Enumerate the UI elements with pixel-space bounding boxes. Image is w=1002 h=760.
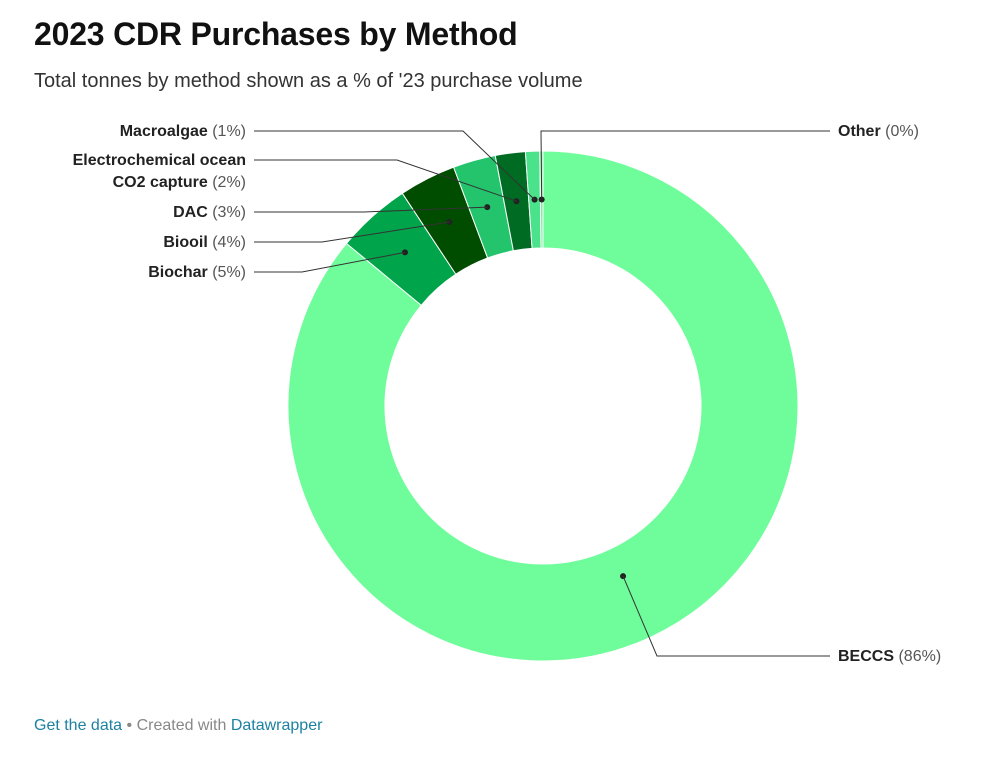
slice-label-macroalgae: Macroalgae (1%) bbox=[120, 123, 246, 140]
footer: Get the data • Created with Datawrapper bbox=[34, 717, 322, 735]
slice-labels: BECCS (86%) Biochar (5%) Biooil (4%) DAC (3… bbox=[73, 123, 942, 665]
slice-beccs bbox=[287, 150, 799, 662]
chart-subtitle: Total tonnes by method shown as a % of '… bbox=[34, 70, 583, 92]
donut-chart: BECCS (86%) Biochar (5%) Biooil (4%) DAC (3… bbox=[73, 123, 942, 665]
datawrapper-link[interactable]: Datawrapper bbox=[230, 717, 323, 734]
leader-line-electrochemical-ocean-co2-capture bbox=[254, 159, 517, 202]
chart-title: 2023 CDR Purchases by Method bbox=[34, 16, 518, 52]
label-leader-lines bbox=[254, 130, 830, 657]
slice-label-beccs: BECCS (86%) bbox=[838, 648, 941, 665]
leader-line-dac bbox=[254, 206, 488, 213]
leader-line-other bbox=[540, 130, 830, 200]
footer-separator: • bbox=[122, 717, 137, 734]
leader-line-beccs bbox=[622, 575, 830, 657]
donut-slices bbox=[287, 150, 799, 662]
leader-line-biochar bbox=[254, 251, 406, 273]
slice-label-dac: DAC (3%) bbox=[173, 204, 246, 221]
slice-label-other: Other (0%) bbox=[838, 123, 919, 140]
slice-label-electrochemical-ocean-co2-capture: Electrochemical ocean CO2 capture (2%) bbox=[73, 152, 246, 191]
slice-label-biooil: Biooil (4%) bbox=[163, 234, 246, 251]
leader-line-biooil bbox=[254, 221, 450, 243]
slice-label-biochar: Biochar (5%) bbox=[148, 264, 246, 281]
leader-line-macroalgae bbox=[254, 130, 535, 201]
created-with-text: Created with bbox=[136, 717, 231, 734]
get-the-data-link[interactable]: Get the data bbox=[34, 717, 123, 734]
